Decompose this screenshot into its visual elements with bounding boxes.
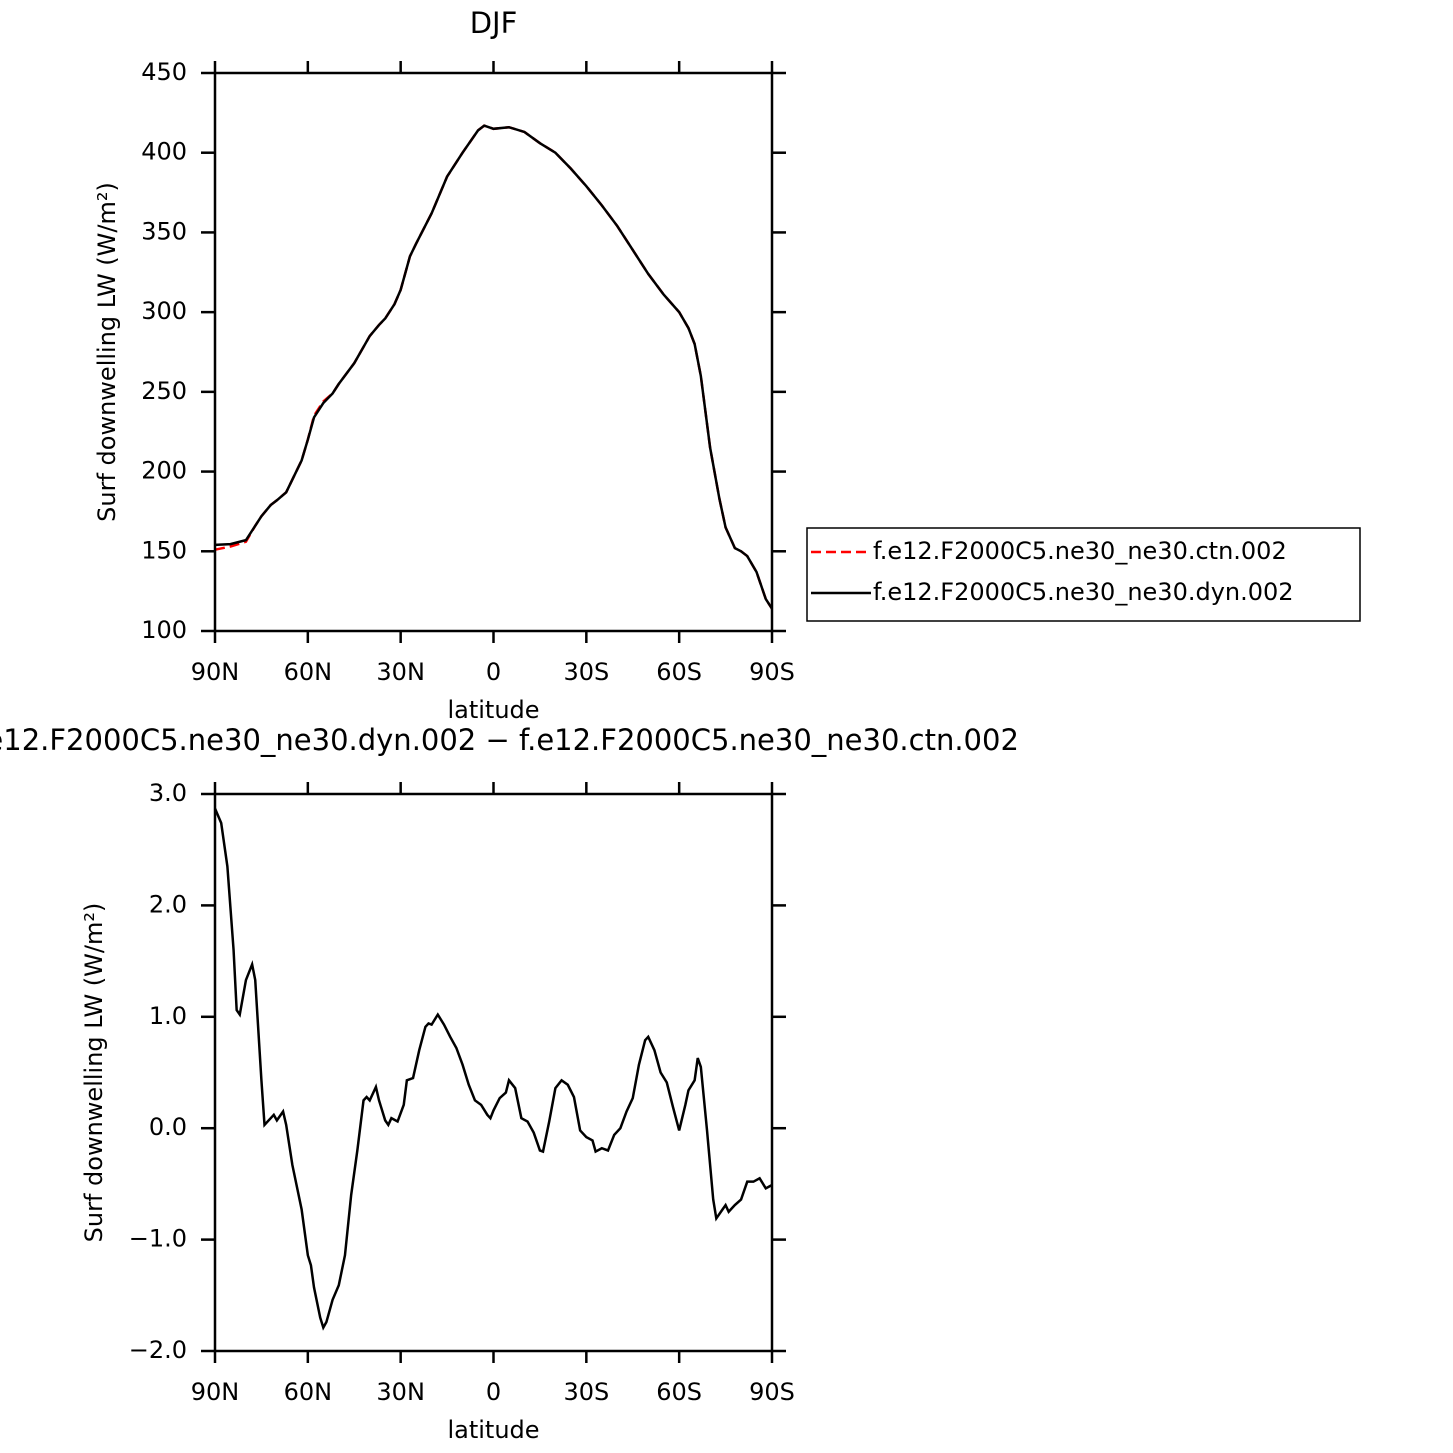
y-tick-label: 3.0 <box>149 779 187 807</box>
y-tick-label: 100 <box>141 616 187 644</box>
x-tick-label: 30N <box>376 658 425 686</box>
series-line <box>214 124 774 610</box>
y-tick-label: 400 <box>141 138 187 166</box>
chart-title: DJF <box>470 6 518 40</box>
x-tick-label: 90N <box>191 658 240 686</box>
x-tick-label: 60N <box>284 1378 333 1406</box>
y-tick-label: 2.0 <box>149 890 187 918</box>
x-tick-label: 90N <box>191 1378 240 1406</box>
x-tick-label: 90S <box>749 1378 795 1406</box>
x-tick-label: 30N <box>376 1378 425 1406</box>
y-tick-label: −2.0 <box>129 1336 187 1364</box>
y-tick-label: 250 <box>141 377 187 405</box>
x-tick-label: 60N <box>284 658 333 686</box>
series-line <box>214 124 774 610</box>
y-axis-label: Surf downwelling LW (W/m²) <box>80 903 108 1243</box>
chart-title: f.e12.F2000C5.ne30_ne30.dyn.002 − f.e12.… <box>0 723 1019 757</box>
y-tick-label: 0.0 <box>149 1113 187 1141</box>
x-tick-label: 0 <box>486 658 501 686</box>
series-line <box>213 807 773 1331</box>
y-tick-label: 150 <box>141 536 187 564</box>
y-tick-label: 1.0 <box>149 1002 187 1030</box>
y-tick-label: 300 <box>141 297 187 325</box>
x-tick-label: 0 <box>486 1378 501 1406</box>
legend-label: f.e12.F2000C5.ne30_ne30.dyn.002 <box>873 578 1294 606</box>
legend-label: f.e12.F2000C5.ne30_ne30.ctn.002 <box>873 537 1287 565</box>
x-tick-label: 60S <box>656 1378 702 1406</box>
y-axis-label: Surf downwelling LW (W/m²) <box>93 182 121 522</box>
x-axis-label: latitude <box>447 696 539 724</box>
x-axis-label: latitude <box>447 1416 539 1444</box>
plot-frame <box>213 792 774 1353</box>
y-tick-label: 350 <box>141 217 187 245</box>
x-tick-label: 90S <box>749 658 795 686</box>
x-tick-label: 60S <box>656 658 702 686</box>
plot-frame <box>213 71 774 633</box>
y-tick-label: −1.0 <box>129 1225 187 1253</box>
legend-box <box>806 527 1361 622</box>
x-tick-label: 30S <box>563 658 609 686</box>
y-tick-label: 450 <box>141 58 187 86</box>
y-tick-label: 200 <box>141 457 187 485</box>
x-tick-label: 30S <box>563 1378 609 1406</box>
